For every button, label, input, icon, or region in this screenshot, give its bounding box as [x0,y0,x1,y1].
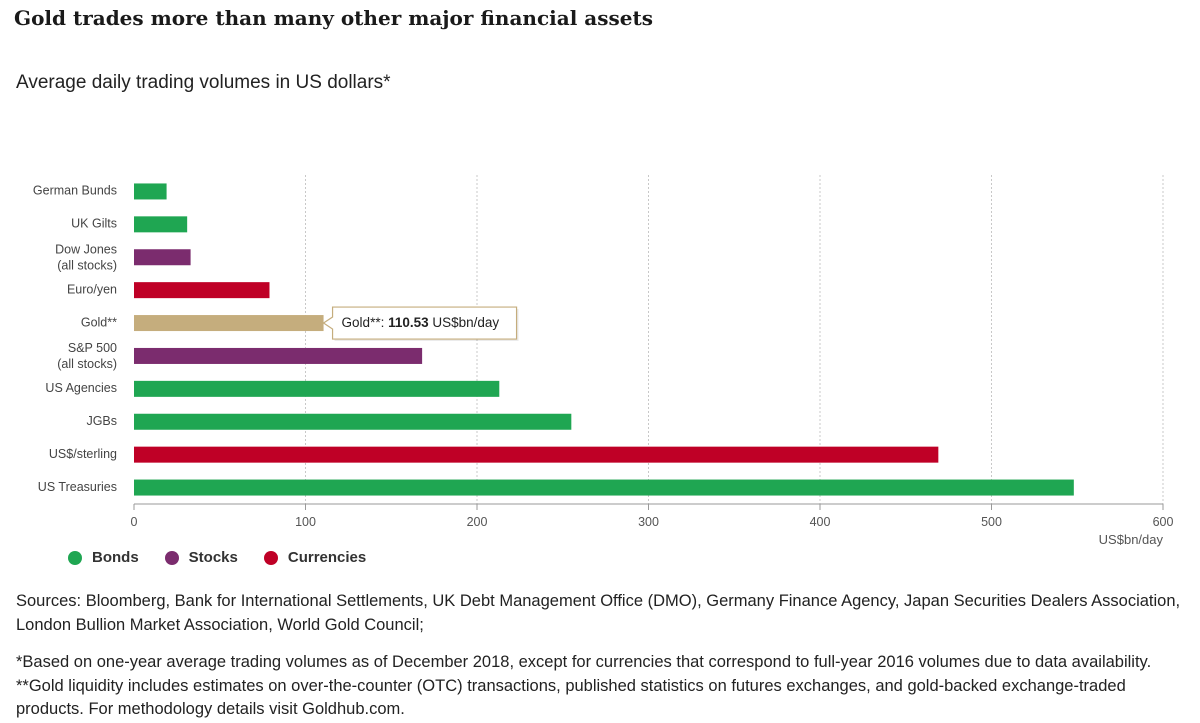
category-label-line: Dow Jones [55,242,117,256]
chart-subtitle: Average daily trading volumes in US doll… [16,72,391,93]
bar-6 [134,380,500,397]
x-tick-label-500: 500 [981,515,1002,529]
category-label-4: Gold** [81,315,117,329]
legend-item-currencies[interactable]: Currencies [263,549,367,566]
sources-note: Sources: Bloomberg, Bank for Internation… [16,592,1181,634]
tooltip-text-part: Gold**: [342,315,389,330]
bar-7 [134,413,572,430]
legend-item-bonds[interactable]: Bonds [68,549,139,566]
tooltip-text-part: US$bn/day [429,315,500,330]
legend: Bonds Stocks Currencies [68,549,366,566]
bonds-dot-icon [68,550,82,565]
bar-chart: 0 100 200 300 400 500 600 US$bn/day German Bunds… [33,175,1174,547]
legend-item-stocks[interactable]: Stocks [164,549,238,566]
bar-4 [134,315,324,332]
currencies-dot-icon [263,550,278,565]
category-label-9: US Treasuries [38,480,117,494]
tooltip-box [322,306,518,340]
category-label-5: S&P 500 (all stocks) [57,341,117,371]
category-label-line: S&P 500 [68,341,117,355]
legend-label-currencies: Currencies [287,549,367,566]
bar-8 [134,446,939,463]
x-tick-label-200: 200 [467,515,488,529]
category-label-line: (all stocks) [57,357,117,371]
category-label-8: US$/sterling [49,447,117,461]
stocks-dot-icon [164,550,179,565]
bar-3 [134,282,270,299]
legend-label-bonds: Bonds [92,549,139,566]
x-tick-label-100: 100 [295,515,316,529]
category-label-2: Dow Jones (all stocks) [55,242,117,272]
chart-title: Gold trades more than many other major f… [14,6,653,30]
category-label-line: (all stocks) [57,258,117,272]
bar-0 [134,183,167,200]
x-axis-label: US$bn/day [1099,532,1164,547]
bar-2 [134,249,191,266]
category-label-6: US Agencies [45,381,117,395]
category-label-7: JGBs [86,414,117,428]
x-tick-label-400: 400 [810,515,831,529]
notes: Sources: Bloomberg, Bank for Internation… [16,590,1186,722]
x-tick-label-300: 300 [638,515,659,529]
category-label-1: UK Gilts [71,217,117,231]
footnote-1: *Based on one-year average trading volum… [16,653,1152,671]
tooltip-text-part: 110.53 [388,315,429,330]
bar-5 [134,347,423,364]
tooltip-text: Gold**: 110.53 US$bn/day [342,315,500,330]
category-label-3: Euro/yen [67,282,117,296]
x-tick-label-0: 0 [131,515,138,529]
legend-label-stocks: Stocks [188,549,238,566]
bar-1 [134,216,188,233]
x-tick-label-600: 600 [1153,515,1174,529]
category-label-0: German Bunds [33,184,117,198]
footnote-2: **Gold liquidity includes estimates on o… [16,676,1126,719]
bar-9 [134,479,1074,496]
